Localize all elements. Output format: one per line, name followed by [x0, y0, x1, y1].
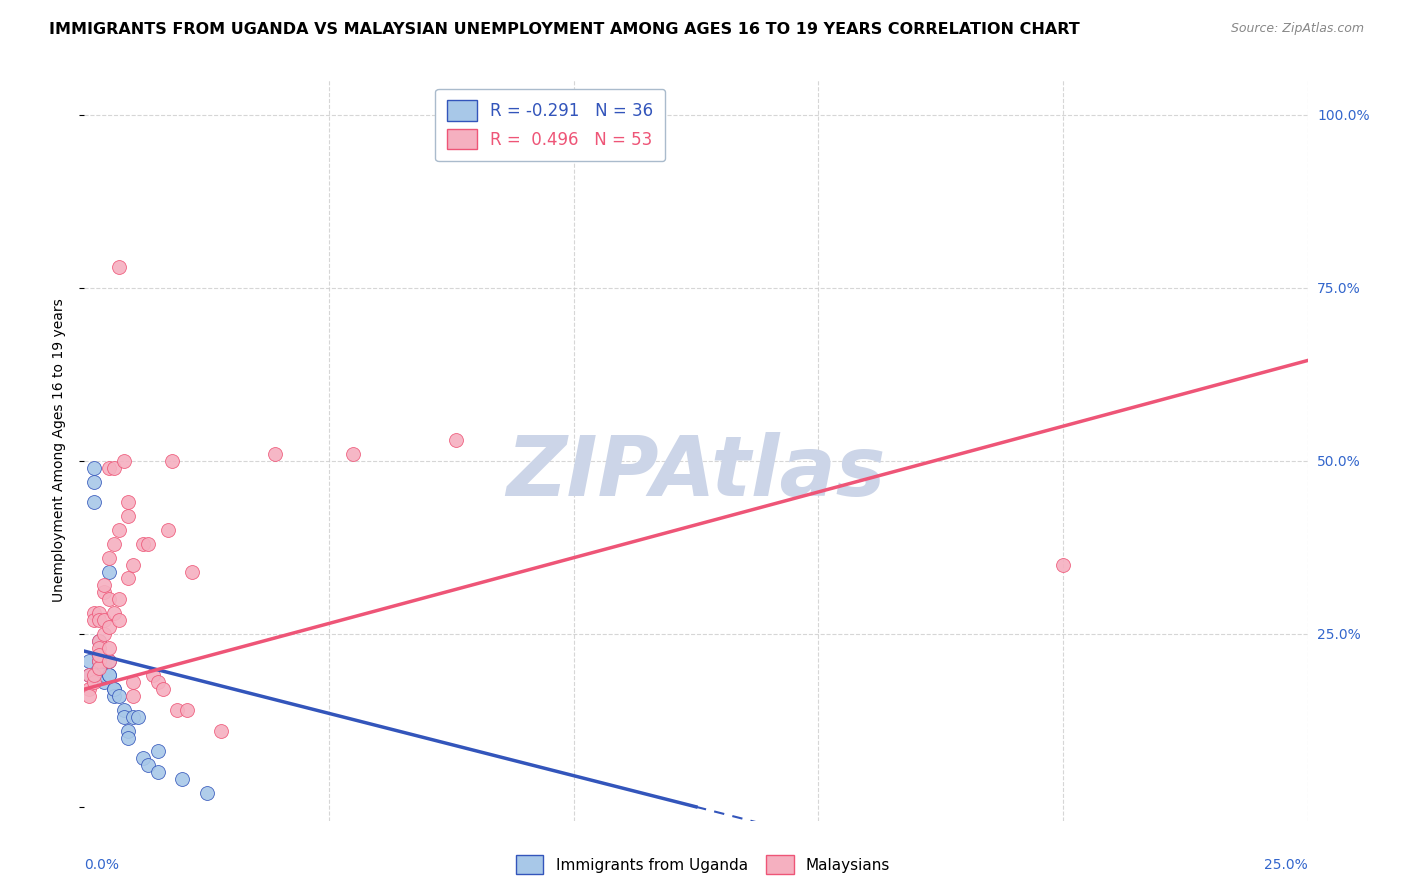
Point [77, 668, 100, 682]
Point [117, 572, 139, 586]
Point [87, 613, 110, 627]
Point [172, 772, 194, 786]
Point [77, 668, 100, 682]
Point [444, 433, 467, 447]
Point [97, 655, 120, 669]
Legend: Immigrants from Uganda, Malaysians: Immigrants from Uganda, Malaysians [510, 849, 896, 880]
Point [107, 523, 129, 537]
Point [117, 495, 139, 509]
Point [107, 260, 129, 274]
Point [162, 454, 184, 468]
Point [97, 550, 120, 565]
Point [93, 661, 115, 675]
Point [117, 723, 139, 738]
Point [83, 668, 105, 682]
Point [93, 627, 115, 641]
Point [103, 682, 125, 697]
Point [264, 447, 287, 461]
Point [87, 633, 110, 648]
Point [93, 668, 115, 682]
Point [117, 731, 139, 745]
Point [97, 620, 120, 634]
Point [97, 668, 120, 682]
Point [132, 537, 155, 551]
Point [93, 661, 115, 675]
Point [97, 655, 120, 669]
Point [77, 655, 100, 669]
Point [117, 509, 139, 524]
Point [93, 578, 115, 592]
Point [103, 606, 125, 620]
Y-axis label: Unemployment Among Ages 16 to 19 years: Unemployment Among Ages 16 to 19 years [52, 299, 66, 602]
Point [97, 460, 120, 475]
Point [93, 655, 115, 669]
Point [156, 523, 179, 537]
Point [93, 655, 115, 669]
Point [103, 689, 125, 703]
Point [87, 640, 110, 655]
Point [83, 460, 105, 475]
Point [342, 447, 364, 461]
Point [87, 648, 110, 662]
Point [1052, 558, 1074, 572]
Point [122, 675, 145, 690]
Point [112, 454, 135, 468]
Point [83, 475, 105, 489]
Point [97, 640, 120, 655]
Point [112, 703, 135, 717]
Point [122, 558, 145, 572]
Point [136, 537, 159, 551]
Point [87, 668, 110, 682]
Point [146, 675, 169, 690]
Point [87, 655, 110, 669]
Point [107, 592, 129, 607]
Point [146, 744, 169, 758]
Point [97, 592, 120, 607]
Point [83, 613, 105, 627]
Point [195, 786, 218, 800]
Point [103, 537, 125, 551]
Point [83, 495, 105, 509]
Text: ZIPAtlas: ZIPAtlas [506, 432, 886, 513]
Point [142, 668, 165, 682]
Point [93, 585, 115, 599]
Point [93, 675, 115, 690]
Point [87, 648, 110, 662]
Point [83, 675, 105, 690]
Legend: R = -0.291   N = 36, R =  0.496   N = 53: R = -0.291 N = 36, R = 0.496 N = 53 [436, 88, 665, 161]
Point [112, 710, 135, 724]
Point [132, 751, 155, 765]
Point [107, 689, 129, 703]
Point [176, 703, 198, 717]
Point [146, 765, 169, 780]
Text: Source: ZipAtlas.com: Source: ZipAtlas.com [1230, 22, 1364, 36]
Point [107, 613, 129, 627]
Point [97, 565, 120, 579]
Text: 25.0%: 25.0% [1264, 858, 1308, 871]
Point [209, 723, 232, 738]
Point [83, 606, 105, 620]
Point [87, 633, 110, 648]
Text: 0.0%: 0.0% [84, 858, 120, 871]
Point [87, 655, 110, 669]
Text: IMMIGRANTS FROM UGANDA VS MALAYSIAN UNEMPLOYMENT AMONG AGES 16 TO 19 YEARS CORRE: IMMIGRANTS FROM UGANDA VS MALAYSIAN UNEM… [49, 22, 1080, 37]
Point [87, 606, 110, 620]
Point [181, 565, 204, 579]
Point [122, 710, 145, 724]
Point [122, 689, 145, 703]
Point [93, 613, 115, 627]
Point [87, 661, 110, 675]
Point [166, 703, 188, 717]
Point [103, 460, 125, 475]
Point [127, 710, 149, 724]
Point [97, 668, 120, 682]
Point [103, 682, 125, 697]
Point [152, 682, 174, 697]
Point [77, 682, 100, 697]
Point [136, 758, 159, 772]
Point [87, 661, 110, 675]
Point [77, 689, 100, 703]
